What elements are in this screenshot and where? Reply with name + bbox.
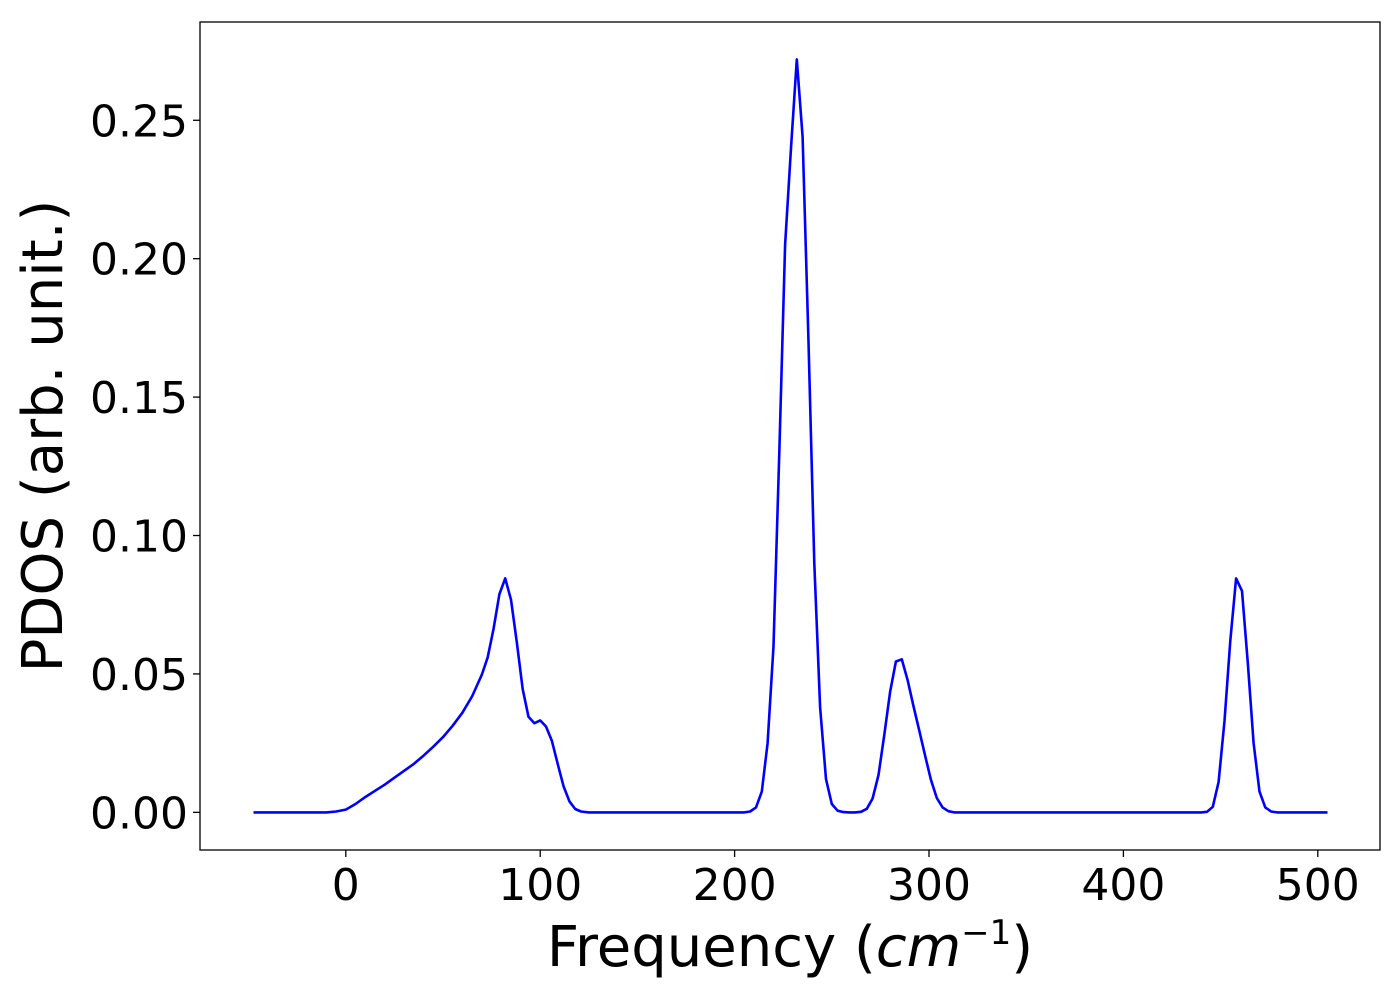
x-tick-label: 300	[887, 860, 971, 911]
y-tick-label: 0.20	[90, 235, 188, 286]
x-axis: 0 100 200 300 400 500	[332, 850, 1360, 911]
x-tick-label: 100	[498, 860, 582, 911]
x-tick-label: 500	[1276, 860, 1360, 911]
y-tick-label: 0.15	[90, 373, 188, 424]
x-tick-label: 200	[693, 860, 777, 911]
y-tick-label: 0.25	[90, 96, 188, 147]
pdos-series-line	[253, 58, 1328, 814]
x-tick-label: 400	[1081, 860, 1165, 911]
x-axis-label: Frequency (cm−1)	[547, 913, 1033, 980]
y-tick-label: 0.10	[90, 512, 188, 563]
x-tick-label: 0	[332, 860, 360, 911]
y-axis-label: PDOS (arb. unit.)	[11, 200, 76, 673]
y-axis: 0.00 0.05 0.10 0.15 0.20 0.25	[90, 96, 200, 839]
y-tick-label: 0.00	[90, 788, 188, 839]
y-tick-label: 0.05	[90, 650, 188, 701]
